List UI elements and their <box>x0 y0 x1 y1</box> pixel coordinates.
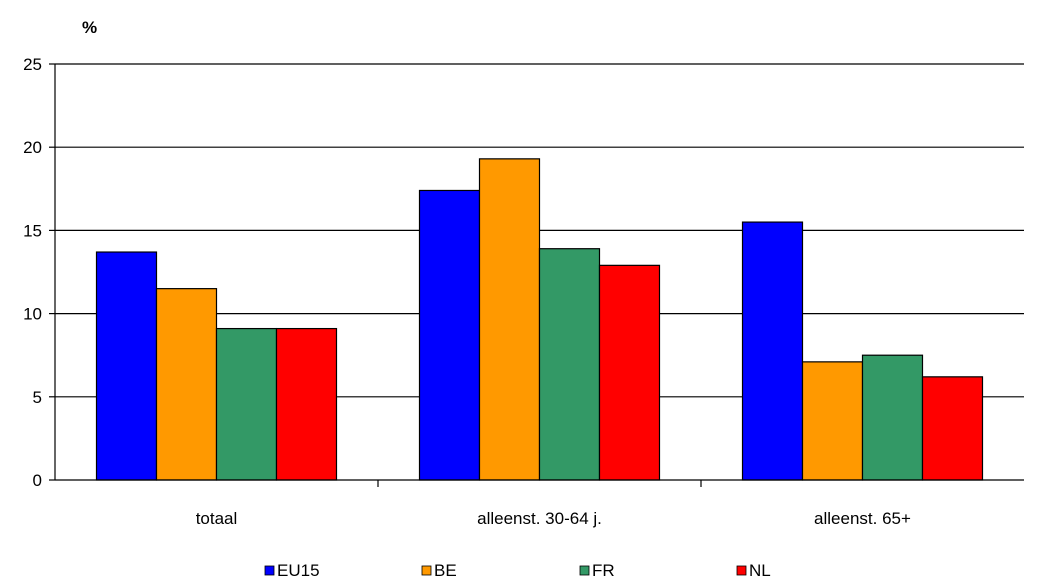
x-tick-label: totaal <box>196 509 238 528</box>
x-tick-labels: totaal alleenst. 30-64 j. alleenst. 65+ <box>196 509 911 528</box>
bars <box>95 158 984 481</box>
legend-label: NL <box>749 561 771 580</box>
legend-swatch <box>421 565 432 576</box>
bar <box>921 376 984 481</box>
bar <box>275 327 338 481</box>
y-tick-label: 15 <box>23 221 42 240</box>
legend-swatch <box>736 565 747 576</box>
bar <box>598 264 661 481</box>
y-tick-label: 25 <box>23 55 42 74</box>
bar <box>538 248 601 481</box>
axes <box>49 63 1024 487</box>
bar <box>478 158 541 481</box>
y-tick-label: 10 <box>23 305 42 324</box>
legend-swatch <box>579 565 590 576</box>
bar <box>95 251 158 481</box>
bar <box>418 189 481 481</box>
y-tick-labels: 0 5 10 15 20 25 <box>23 55 42 490</box>
y-tick-label: 0 <box>33 471 42 490</box>
y-unit-label: % <box>82 18 97 37</box>
bar <box>741 221 804 481</box>
bar <box>861 354 924 481</box>
legend-label: EU15 <box>277 561 320 580</box>
y-tick-label: 5 <box>33 388 42 407</box>
legend-swatch <box>264 565 275 576</box>
legend-label: FR <box>592 561 615 580</box>
x-tick-label: alleenst. 30-64 j. <box>477 509 602 528</box>
bar <box>155 288 218 481</box>
x-tick-label: alleenst. 65+ <box>814 509 911 528</box>
legend: EU15 BE FR NL <box>264 561 771 580</box>
legend-label: BE <box>434 561 457 580</box>
y-tick-label: 20 <box>23 138 42 157</box>
bar <box>215 327 278 481</box>
bar <box>801 361 864 481</box>
